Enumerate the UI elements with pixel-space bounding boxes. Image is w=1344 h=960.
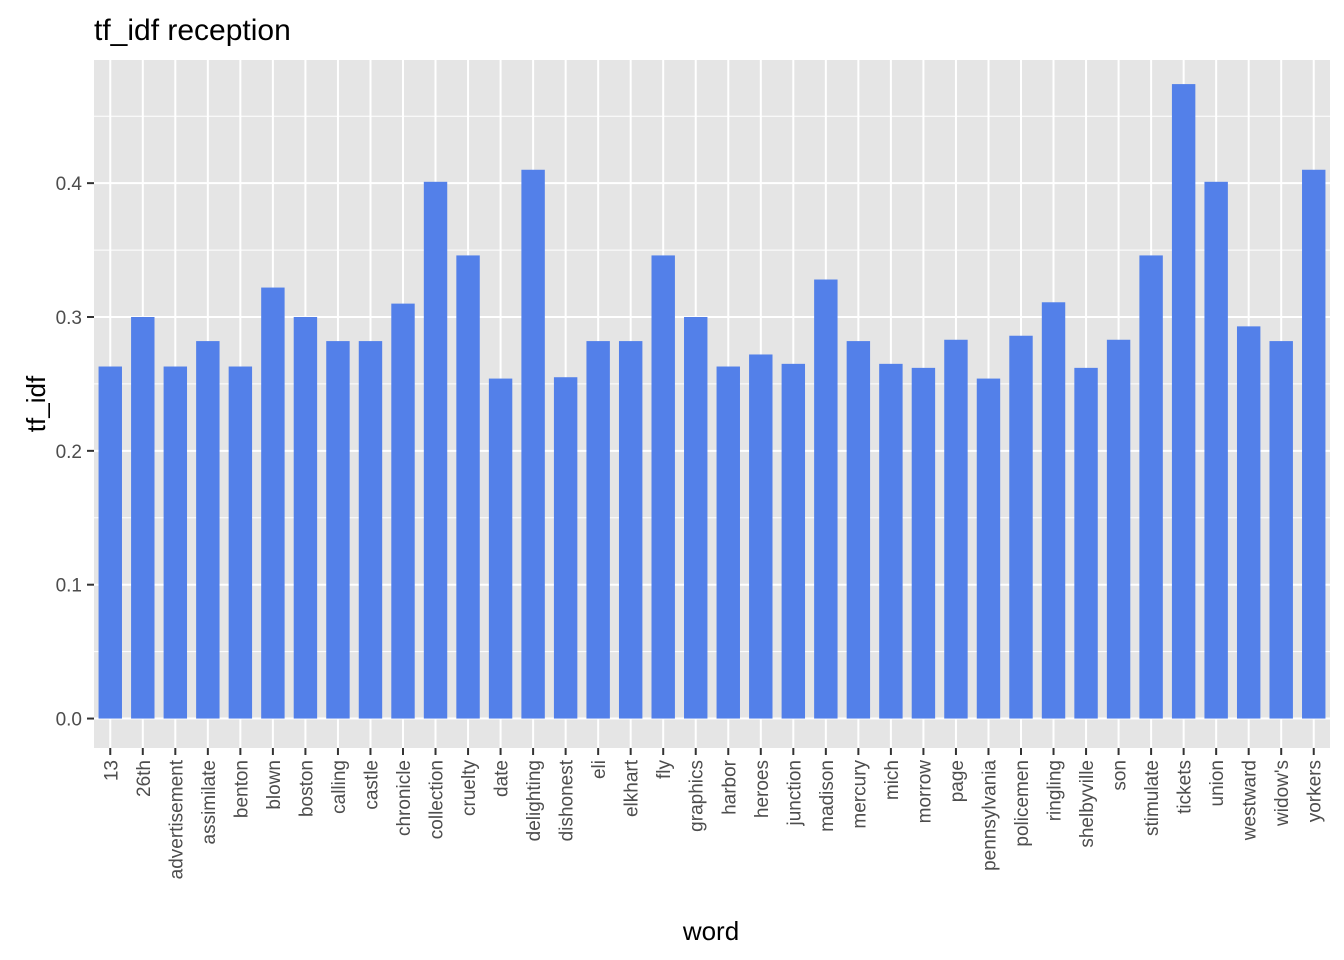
bar-fly [651, 255, 675, 719]
x-tick-label: calling [329, 760, 350, 814]
x-tick-label: date [492, 760, 513, 797]
bar-castle [358, 341, 383, 719]
x-tick-label: shelbyville [1077, 760, 1098, 848]
x-tick-label: tickets [1175, 760, 1196, 814]
bar-collection [423, 181, 448, 719]
x-tick-label: eli [589, 760, 610, 779]
bar-graphics [684, 316, 708, 719]
x-tick-label: widow's [1272, 760, 1293, 827]
x-tick-label: son [1110, 760, 1131, 791]
x-tick-label: mercury [849, 760, 870, 829]
x-tick-label: dishonest [557, 759, 578, 841]
x-tick-label: cruelty [459, 760, 480, 816]
y-tick-label: 0.4 [56, 174, 83, 195]
bar-union [1204, 181, 1228, 719]
bar-policemen [1009, 335, 1033, 719]
x-tick-label: advertisement [166, 759, 187, 879]
bar-pennsylvania [976, 378, 1001, 719]
x-tick-label: assimilate [199, 760, 220, 844]
x-tick-label: junction [784, 760, 805, 827]
bar-blown [261, 287, 285, 719]
bar-benton [228, 366, 253, 719]
bar-widow's [1269, 341, 1293, 719]
bar-morrow [911, 367, 936, 719]
bar-calling [326, 341, 350, 719]
x-tick-label: mich [882, 760, 903, 800]
bar-mercury [846, 341, 871, 719]
y-tick-label: 0.1 [56, 576, 82, 597]
x-tick-label: westward [1240, 760, 1261, 841]
bar-tickets [1171, 84, 1196, 719]
bar-ringling [1041, 302, 1066, 719]
x-tick-label: yorkers [1305, 760, 1326, 822]
x-tick-label: chronicle [394, 760, 415, 836]
bar-westward [1236, 326, 1261, 719]
bar-elkhart [618, 341, 643, 719]
x-tick-label: madison [817, 760, 838, 832]
y-axis: 0.0 0.1 0.2 0.3 0.4 [56, 174, 94, 731]
x-tick-label: graphics [687, 760, 708, 832]
x-tick-label: blown [264, 760, 285, 810]
bar-date [488, 378, 513, 719]
bar-son [1106, 339, 1131, 719]
bar-heroes [749, 354, 773, 719]
bar-yorkers [1302, 169, 1326, 719]
x-tick-label: boston [296, 760, 317, 817]
bar-harbor [716, 366, 740, 719]
bar-junction [781, 363, 806, 719]
y-tick-label: 0.0 [56, 710, 82, 731]
bar-shelbyville [1074, 367, 1098, 719]
x-axis-title: word [682, 916, 739, 946]
bar-mich [879, 363, 903, 719]
bar-madison [814, 279, 838, 719]
x-axis: 13 26th advertisement assimilate benton blown… [101, 748, 1326, 879]
x-tick-label: elkhart [622, 759, 643, 817]
x-tick-label: 26th [134, 760, 155, 797]
y-axis-title: tf_idf [21, 375, 51, 432]
bar-eli [586, 341, 610, 719]
chart-title: tf_idf reception [94, 14, 291, 47]
bar-dishonest [553, 377, 578, 719]
x-tick-label: union [1207, 760, 1228, 807]
x-tick-label: stimulate [1142, 760, 1163, 836]
x-tick-label: heroes [752, 760, 773, 818]
x-tick-label: pennsylvania [979, 760, 1000, 871]
x-tick-label: fly [654, 760, 675, 780]
x-tick-label: castle [361, 760, 382, 810]
x-tick-label: benton [231, 760, 252, 818]
x-tick-label: delighting [524, 760, 545, 841]
bar-boston [293, 316, 318, 719]
y-tick-label: 0.2 [56, 442, 82, 463]
bar-cruelty [456, 255, 480, 719]
bar-chronicle [391, 303, 415, 719]
x-tick-label: page [947, 760, 968, 802]
bars [98, 84, 1326, 719]
x-tick-label: 13 [101, 760, 122, 781]
bar-13 [98, 366, 122, 719]
bar-delighting [521, 169, 545, 719]
bar-assimilate [196, 341, 220, 719]
bar-26th [131, 316, 155, 719]
x-tick-label: ringling [1045, 760, 1066, 821]
x-tick-label: collection [427, 760, 448, 839]
bar-page [944, 339, 968, 719]
x-tick-label: policemen [1012, 760, 1033, 847]
x-tick-label: harbor [719, 759, 740, 815]
x-tick-label: morrow [914, 760, 935, 824]
bar-stimulate [1139, 255, 1163, 719]
bar-advertisement [163, 366, 188, 719]
y-tick-label: 0.3 [56, 308, 82, 329]
